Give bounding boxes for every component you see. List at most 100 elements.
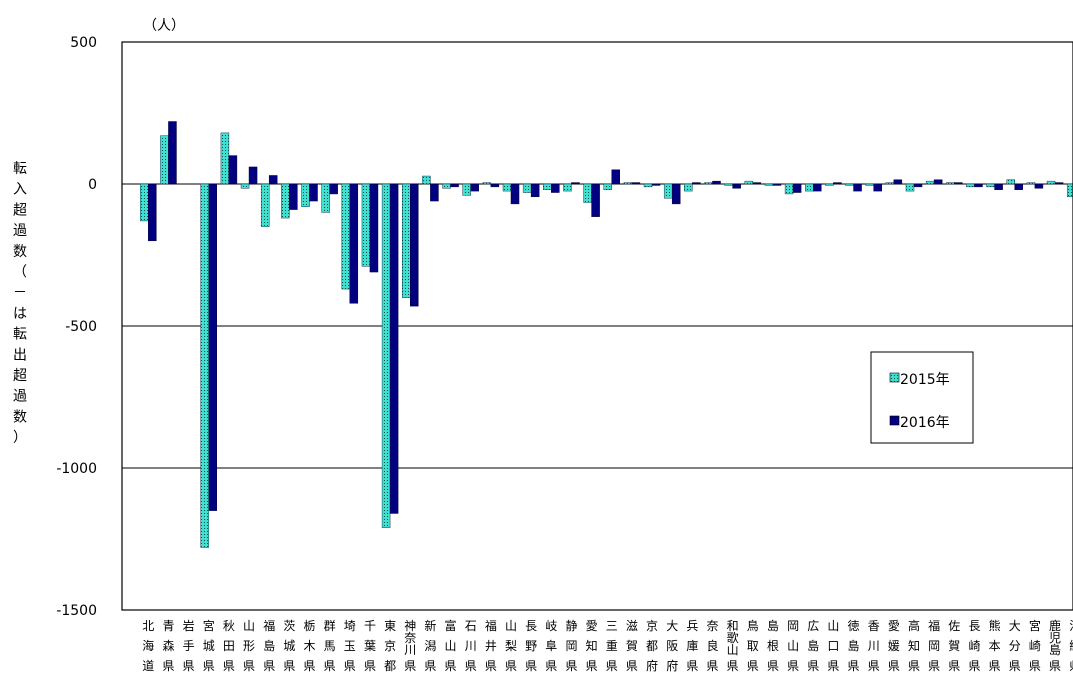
bar-2015 (805, 183, 814, 192)
bar-2016 (430, 183, 439, 202)
bar-2015 (986, 183, 995, 188)
x-category-label: 宮崎県 (1029, 618, 1041, 673)
x-category-label: 大阪府 (666, 619, 678, 673)
legend-label-2015: 2015年 (900, 372, 950, 388)
bar-2016 (671, 183, 681, 205)
bar-2015 (1066, 183, 1073, 198)
x-category-label: 岐阜県 (545, 619, 557, 673)
legend-box (870, 351, 974, 444)
bar-2016 (752, 182, 762, 185)
bar-2016 (470, 183, 479, 192)
bar-2016 (772, 183, 782, 186)
bar-2016 (813, 183, 822, 192)
bar-2015 (764, 183, 774, 186)
bar-2016 (208, 183, 217, 511)
x-category-label: 島根県 (767, 618, 779, 673)
y-tick-label: -1500 (56, 603, 97, 619)
bar-2016 (591, 183, 600, 217)
y-ticks: 500 0 -500 -1000 -1500 (56, 35, 97, 619)
x-category-label: 広島県 (807, 619, 819, 673)
x-category-label: 福井県 (485, 618, 497, 673)
x-category-label: 栃木県 (303, 619, 315, 673)
x-category-label: 宮城県 (203, 618, 215, 673)
bar-2016 (933, 179, 943, 185)
x-category-label: 和歌山県 (727, 619, 739, 673)
y-tick-label: 0 (88, 177, 97, 193)
legend: 2015年 2016年 (870, 351, 974, 444)
bar-2016 (732, 183, 741, 189)
bar-2016 (611, 169, 620, 185)
x-category-label: 茨城県 (283, 619, 295, 673)
y-tick-label: -500 (65, 319, 97, 335)
x-category-label: 秋田県 (223, 619, 235, 673)
x-category-label: 福岡県 (928, 618, 940, 673)
bar-2016 (792, 183, 802, 193)
bar-2015 (200, 183, 209, 548)
x-category-label: 千葉県 (364, 619, 376, 673)
bar-2015 (684, 183, 693, 192)
bar-2016 (268, 175, 278, 185)
x-category-label: 長野県 (525, 619, 537, 673)
bar-2016 (893, 179, 903, 185)
x-category-label: 山形県 (243, 619, 255, 673)
bar-2015 (905, 183, 915, 192)
bar-2016 (168, 121, 177, 185)
bar-2015 (563, 183, 572, 192)
bar-2016 (994, 183, 1003, 190)
x-category-label: 徳島県 (848, 618, 860, 673)
y-axis-label: 転入超過数（－は転出超過数） (13, 161, 27, 446)
bar-2015 (643, 183, 653, 188)
bar-2016 (248, 166, 258, 185)
x-category-label: 東京都 (384, 619, 396, 673)
bar-2016 (389, 183, 399, 514)
bar-2016 (410, 183, 419, 307)
bar-2015 (663, 183, 673, 199)
x-category-label: 岡山県 (787, 619, 799, 673)
x-category-label: 京都府 (646, 619, 658, 673)
x-category-label: 大分県 (1009, 619, 1021, 673)
bar-2015 (1026, 182, 1036, 185)
x-category-label: 香川県 (868, 619, 880, 673)
bar-2016 (692, 182, 701, 185)
bar-2015 (502, 183, 512, 192)
bar-2016 (1014, 183, 1023, 190)
x-category-label: 熊本県 (989, 618, 1001, 673)
bar-2016 (873, 183, 882, 192)
bar-2015 (966, 183, 975, 188)
bar-2016 (631, 182, 641, 185)
bar-2016 (853, 183, 862, 192)
bar-2015 (704, 182, 713, 185)
bar-2016 (1054, 182, 1064, 185)
bar-2016 (349, 183, 359, 304)
bar-2015 (140, 183, 149, 222)
x-category-label: 石川県 (465, 619, 477, 673)
bar-2015 (361, 183, 371, 267)
x-category-label: 愛媛県 (888, 619, 900, 673)
x-categories: 北海道青森県岩手県宮城県秋田県山形県福島県茨城県栃木県群馬県埼玉県千葉県東京都神… (142, 618, 1073, 673)
bar-2015 (240, 183, 250, 189)
bar-2016 (148, 183, 157, 242)
bar-2015 (381, 183, 391, 528)
legend-label-2016: 2016年 (900, 415, 950, 431)
y-axis-label-text: 転入超過数（－は転出超過数） (13, 161, 27, 446)
bar-2016 (551, 183, 560, 193)
x-category-label: 兵庫県 (686, 619, 698, 673)
bar-2015 (925, 180, 935, 185)
bar-2015 (603, 183, 612, 190)
bar-2015 (543, 183, 552, 190)
x-category-label: 三重県 (606, 619, 618, 673)
bar-2016 (329, 183, 338, 195)
x-category-label: 鳥取県 (747, 618, 759, 673)
bar-2016 (913, 183, 923, 188)
x-category-label: 佐賀県 (948, 619, 960, 673)
bar-2016 (833, 182, 842, 185)
bar-2015 (1006, 179, 1015, 185)
x-category-label: 新潟県 (424, 618, 436, 673)
x-category-label: 静岡県 (565, 619, 577, 673)
bar-2015 (402, 183, 411, 298)
bar-2015 (724, 183, 733, 186)
bar-2015 (462, 183, 471, 196)
bar-2015 (260, 183, 270, 227)
bar-2016 (974, 183, 983, 188)
